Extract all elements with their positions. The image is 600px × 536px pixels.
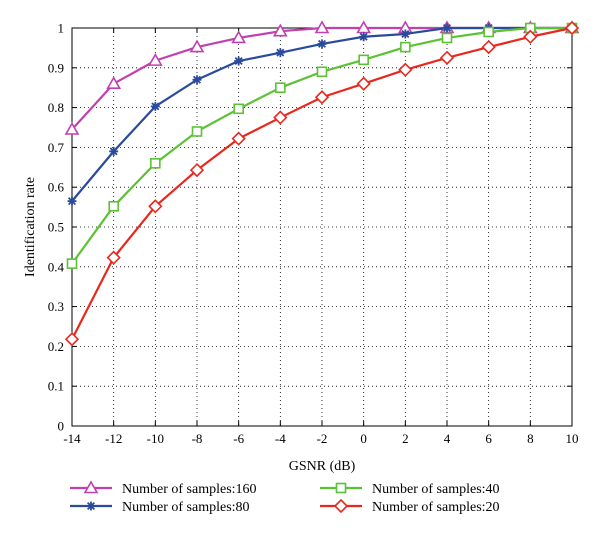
x-tick-labels: -14 -12 -10 -8 -6 -4 -2 0 2 4 6 8 10: [63, 431, 578, 446]
data-point: [150, 101, 160, 111]
x-tick-label: -10: [147, 431, 164, 446]
data-point: [231, 30, 247, 44]
legend-marker: [83, 480, 99, 494]
y-tick-label: 0.7: [48, 140, 65, 155]
legend-label: Number of samples:20: [372, 500, 500, 515]
data-point: [147, 53, 163, 66]
x-tick-label: 2: [402, 431, 409, 446]
data-point: [106, 250, 121, 265]
y-tick-label: 0.5: [48, 220, 64, 235]
data-point: [358, 54, 369, 66]
series-3: [64, 20, 580, 347]
legend-item: Number of samples:80: [70, 500, 250, 515]
data-point: [314, 20, 330, 34]
y-tick-label: 0.4: [48, 259, 65, 274]
y-tick-labels: 0 0.1 0.2 0.3 0.4 0.5 0.6 0.7 0.8 0.9 1: [48, 21, 65, 434]
x-tick-label: -2: [317, 431, 328, 446]
data-point: [189, 162, 205, 178]
data-point: [275, 48, 285, 58]
x-tick-label: 0: [360, 431, 367, 446]
data-point: [481, 39, 496, 55]
legend-marker: [86, 501, 96, 511]
x-tick-label: -4: [275, 431, 286, 446]
data-point: [191, 126, 203, 137]
data-point: [523, 29, 538, 44]
y-axis-title: Identification rate: [23, 177, 38, 277]
data-point: [150, 158, 161, 169]
data-point: [148, 199, 163, 214]
data-point: [356, 76, 371, 91]
y-tick-label: 0.8: [48, 100, 64, 115]
y-tick-label: 1: [58, 21, 65, 36]
data-point: [316, 66, 328, 78]
data-point: [272, 23, 288, 37]
x-tick-label: -8: [192, 431, 203, 446]
x-tick-label: 10: [566, 431, 579, 446]
data-point: [108, 201, 119, 212]
data-point: [67, 196, 77, 206]
data-point: [192, 75, 202, 85]
y-tick-label: 0.3: [48, 299, 64, 314]
data-point: [233, 103, 244, 115]
data-point: [441, 32, 453, 44]
data-point: [317, 39, 327, 49]
grid: [72, 28, 572, 426]
legend: Number of samples:160 Number of samples:8…: [70, 480, 500, 515]
data-point: [275, 82, 286, 93]
data-point: [400, 29, 410, 39]
y-tick-label: 0.9: [48, 60, 64, 75]
x-tick-label: -12: [105, 431, 122, 446]
data-point: [106, 76, 122, 90]
legend-item: Number of samples:40: [320, 482, 500, 497]
data-point: [442, 23, 452, 33]
data-point: [483, 26, 494, 38]
y-tick-label: 0: [58, 419, 65, 434]
legend-item: Number of samples:20: [320, 498, 500, 515]
data-point: [398, 62, 413, 77]
y-tick-label: 0.6: [48, 180, 65, 195]
x-tick-label: 4: [444, 431, 451, 446]
legend-item: Number of samples:160: [70, 480, 257, 497]
legend-label: Number of samples:80: [122, 500, 250, 515]
data-point: [400, 41, 411, 53]
x-tick-label: 6: [485, 431, 492, 446]
legend-marker: [335, 482, 347, 494]
data-point: [64, 332, 80, 347]
data-point: [234, 56, 244, 66]
data-point: [314, 90, 330, 105]
data-point: [359, 32, 369, 42]
y-tick-label: 0.1: [48, 379, 64, 394]
x-tick-label: -6: [233, 431, 244, 446]
x-axis-title: GSNR (dB): [289, 459, 356, 474]
data-point: [273, 110, 288, 125]
data-point: [564, 20, 580, 36]
data-point: [64, 121, 80, 135]
x-tick-label: -14: [63, 431, 81, 446]
legend-marker: [333, 498, 349, 514]
series: [64, 20, 580, 347]
legend-label: Number of samples:160: [122, 482, 257, 497]
data-point: [109, 146, 119, 156]
x-tick-label: 8: [527, 431, 534, 446]
data-point: [439, 50, 455, 65]
data-point: [189, 39, 205, 53]
y-tick-label: 0.2: [48, 339, 64, 354]
data-point: [231, 131, 246, 146]
data-point: [66, 258, 78, 269]
legend-label: Number of samples:40: [372, 482, 500, 497]
